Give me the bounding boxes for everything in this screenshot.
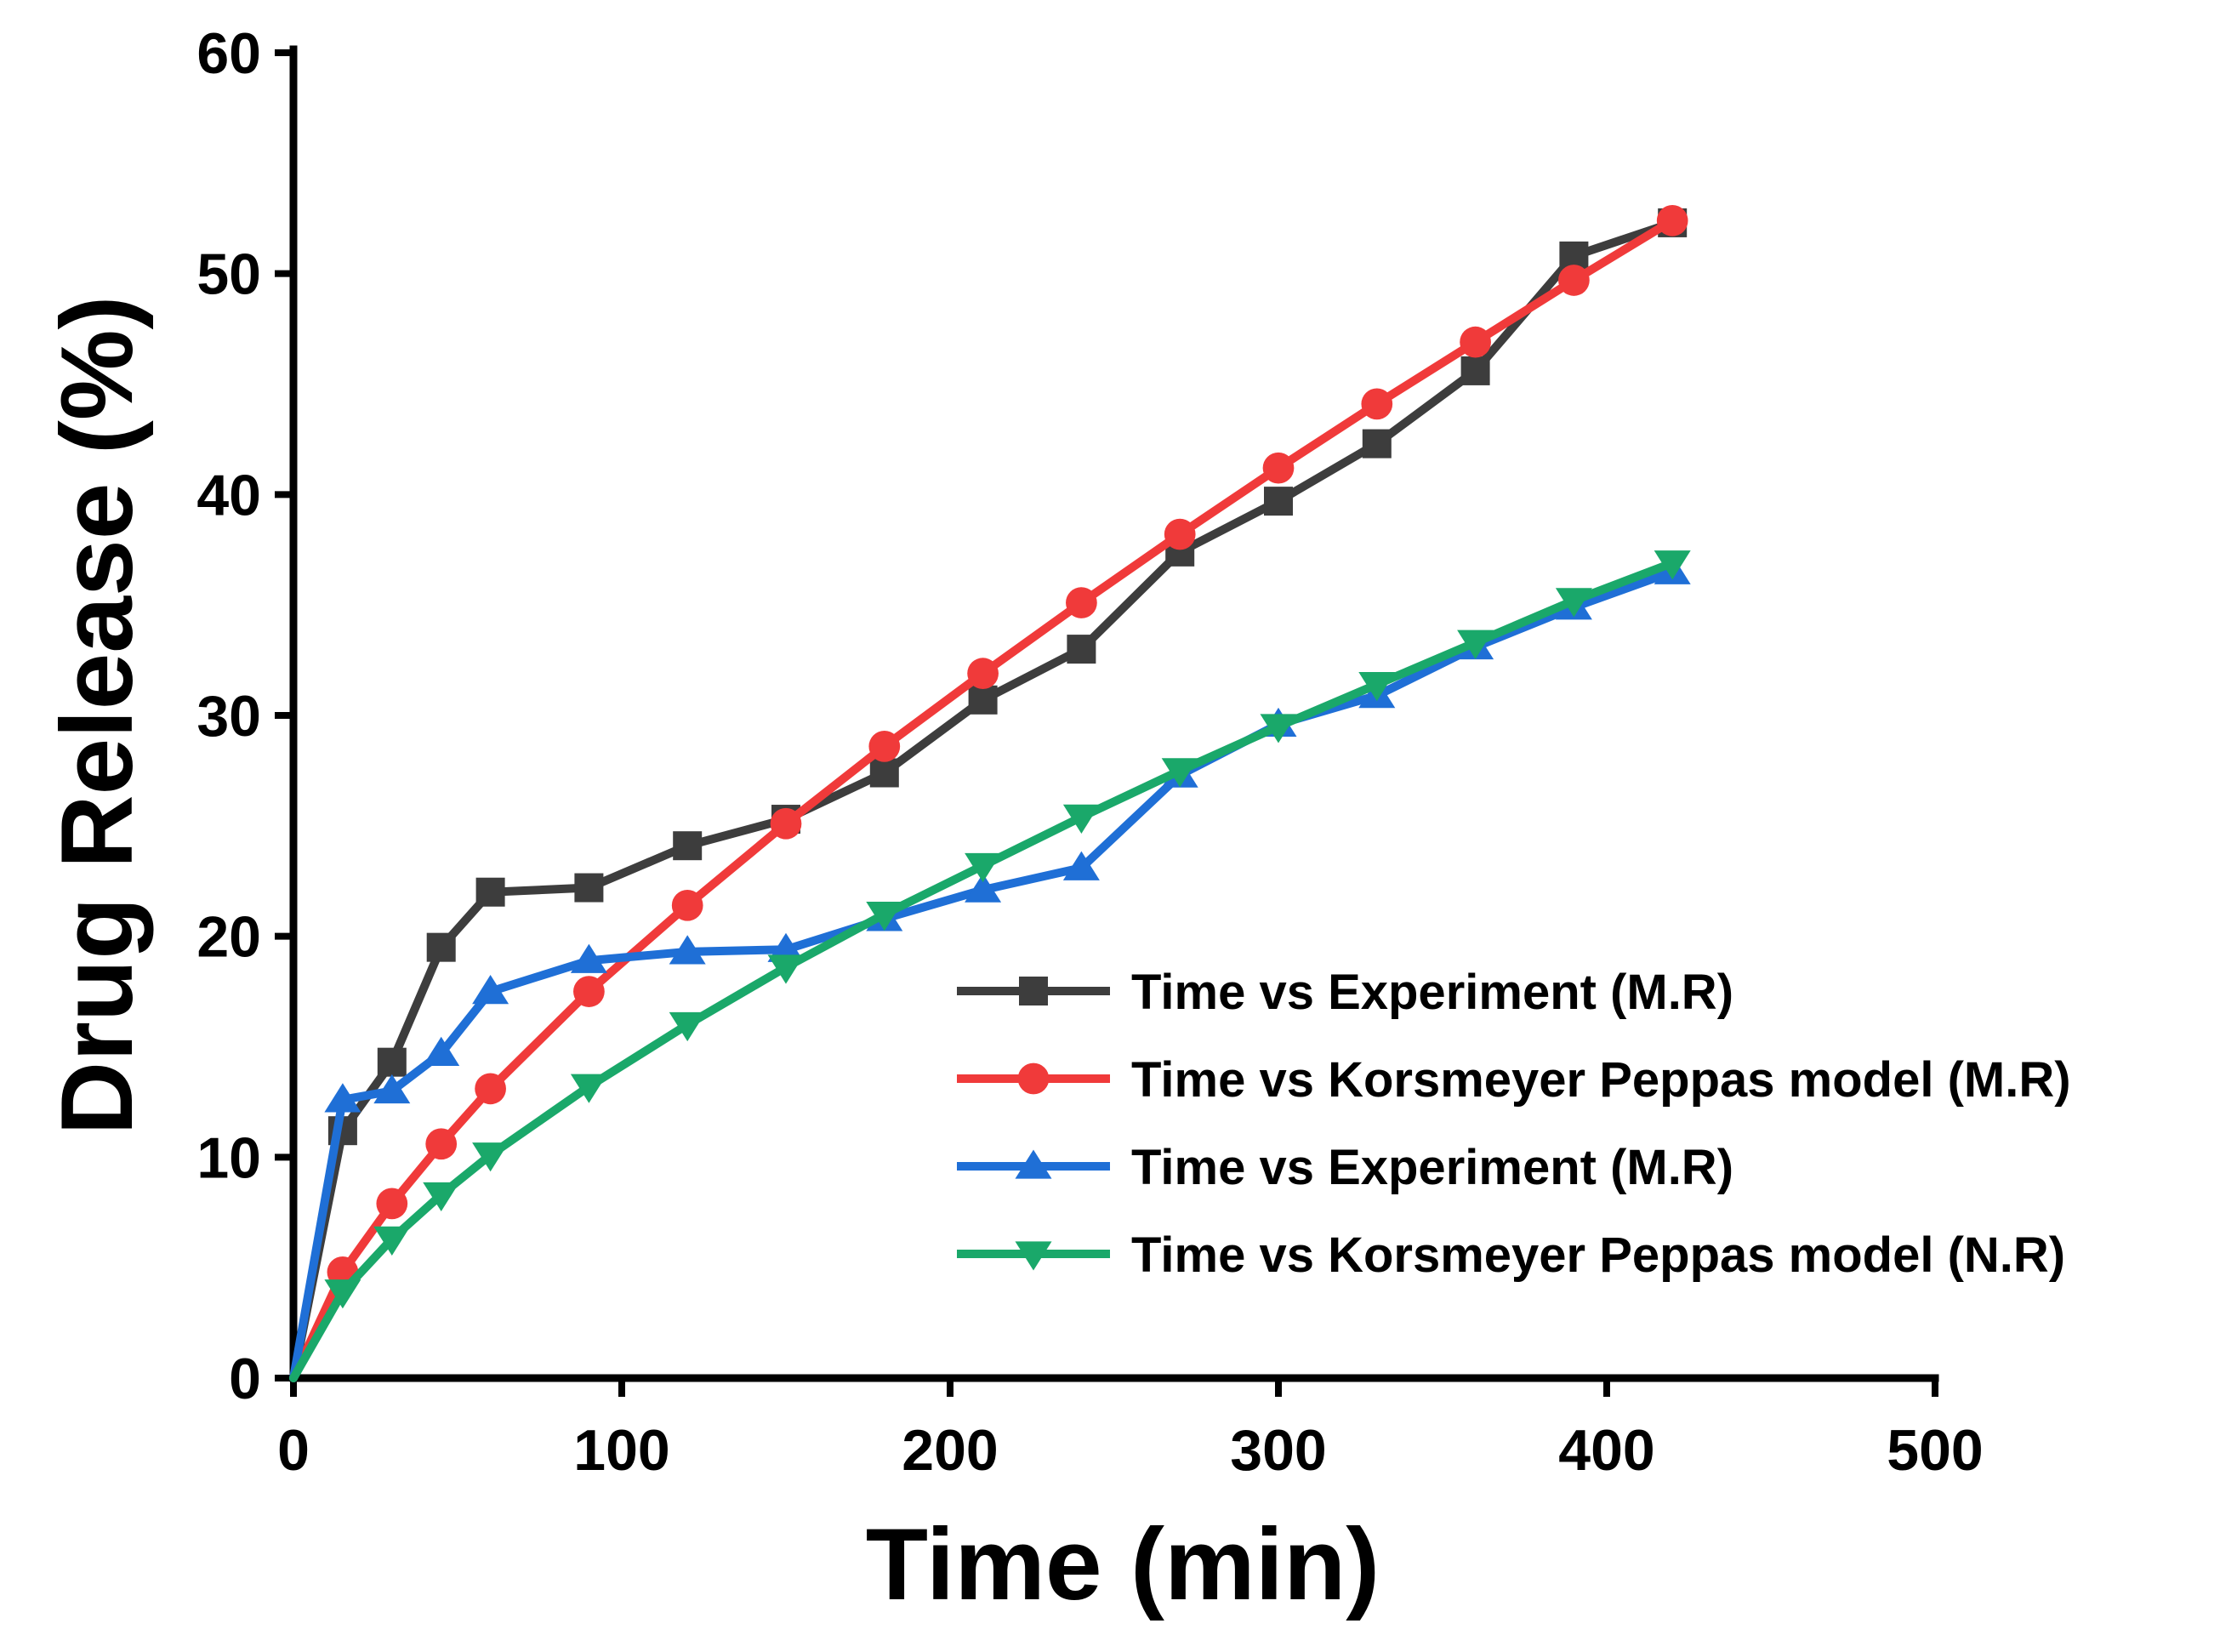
series-1: [289, 208, 1688, 1382]
legend-entry-1: Time vs Experiment (M.R): [957, 965, 1733, 1020]
legend-marker: [1017, 1062, 1050, 1095]
series-2-point: [1361, 388, 1393, 420]
legend-label: Time vs Korsmeyer Peppas model (M.R): [1131, 1052, 2071, 1108]
legend-marker: [1019, 977, 1048, 1005]
series-2-line: [289, 216, 1677, 1382]
x-tick-label: 400: [1558, 1418, 1654, 1483]
series-4-point: [1161, 758, 1198, 788]
y-tick-label: 40: [196, 463, 261, 527]
series-4-point: [324, 1279, 361, 1309]
series-2-point: [1460, 326, 1491, 358]
series-2-point: [1066, 587, 1097, 618]
series-2-point: [1656, 204, 1688, 236]
series-1-point: [377, 1047, 407, 1077]
series-3-point: [373, 1074, 411, 1104]
series-4-point: [1062, 804, 1100, 834]
series-4-point: [1457, 629, 1494, 659]
series-3-point: [472, 975, 509, 1005]
series-1-point: [574, 873, 604, 903]
series-1-point: [673, 831, 703, 861]
legend-label: Time vs Korsmeyer Peppas model (N.R): [1131, 1228, 2065, 1283]
legend-label: Time vs Experiment (M.R): [1131, 965, 1733, 1020]
series-1-point: [1264, 487, 1293, 516]
legend: Time vs Experiment (M.R) Time vs Korsmeye…: [957, 965, 2071, 1283]
legend-label: Time vs Experiment (M.R): [1131, 1140, 1733, 1195]
legend-entry-3: Time vs Experiment (M.R): [957, 1140, 1733, 1195]
series-2-point: [475, 1073, 506, 1105]
series-3-point: [965, 873, 1002, 903]
series-2-point: [671, 889, 703, 921]
series-2-point: [425, 1128, 458, 1160]
legend-marker: [1015, 1149, 1052, 1179]
series-2-point: [573, 976, 605, 1007]
x-tick-label: 500: [1887, 1418, 1983, 1483]
series-1-point: [968, 685, 998, 715]
y-tick-label: 10: [196, 1125, 261, 1190]
series-4-point: [1358, 671, 1396, 702]
series-4-point: [866, 902, 903, 931]
series-1-point: [426, 932, 456, 962]
legend-entry-2: Time vs Korsmeyer Peppas model (M.R): [957, 1052, 2071, 1108]
series-1-point: [1460, 356, 1490, 385]
series-3-point: [669, 935, 706, 965]
y-axis-title: Drug Release (%): [40, 296, 154, 1136]
series-4-point: [767, 954, 805, 984]
x-tick-label: 300: [1230, 1418, 1326, 1483]
legend-marker: [1015, 1241, 1052, 1271]
series-4: [289, 550, 1691, 1382]
series-4-point: [1654, 550, 1691, 580]
series-3-point: [324, 1083, 361, 1113]
x-tick-label: 100: [573, 1418, 669, 1483]
series-2-point: [770, 807, 802, 840]
series-2-point: [967, 658, 999, 690]
y-tick-label: 30: [196, 684, 261, 749]
y-tick-label: 60: [196, 21, 261, 86]
series-2-point: [868, 730, 901, 762]
series-4-point: [472, 1142, 509, 1172]
series-2-point: [1164, 518, 1196, 550]
series-4-point: [373, 1226, 411, 1256]
series-1-point: [475, 877, 505, 907]
y-tick-label: 50: [196, 242, 261, 307]
y-tick-label: 20: [196, 905, 261, 970]
series-3-point: [1062, 851, 1100, 880]
series-layer: [289, 204, 1691, 1382]
x-axis-title: Time (min): [866, 1507, 1380, 1621]
series-3-point: [570, 943, 607, 973]
series-2: [289, 204, 1688, 1382]
series-4-point: [1555, 588, 1592, 618]
axes: 0 100 200 300 400 500 0 10 20 30 40 50 60: [196, 21, 1983, 1483]
series-4-point: [669, 1011, 706, 1042]
series-2-point: [376, 1188, 408, 1220]
series-3-point: [767, 932, 805, 962]
series-2-point: [1558, 265, 1590, 296]
x-tick-label: 0: [277, 1418, 310, 1483]
series-3-point: [423, 1036, 460, 1066]
legend-entry-4: Time vs Korsmeyer Peppas model (N.R): [957, 1228, 2065, 1283]
series-1-point: [869, 758, 899, 788]
series-1-line: [289, 218, 1677, 1382]
series-4-point: [965, 852, 1002, 883]
series-1-point: [1362, 429, 1392, 459]
series-4-point: [423, 1182, 460, 1212]
series-4-point: [570, 1074, 607, 1103]
series-4-point: [1260, 714, 1297, 743]
series-1-point: [1067, 635, 1096, 664]
y-tick-label: 0: [229, 1347, 261, 1411]
x-tick-label: 200: [902, 1418, 998, 1483]
series-2-point: [1262, 452, 1295, 484]
